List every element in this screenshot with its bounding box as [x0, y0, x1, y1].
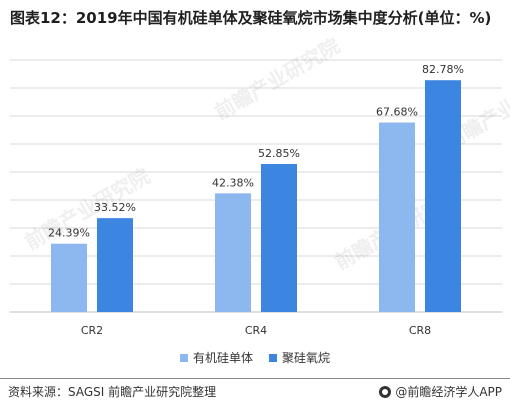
footer-divider — [0, 378, 510, 379]
legend-swatch-series-2 — [269, 353, 277, 362]
chart-title: 图表12：2019年中国有机硅单体及聚硅氧烷市场集中度分析(单位：%) — [10, 9, 492, 27]
bar-cr4-series-2 — [261, 164, 297, 312]
data-label: 24.39% — [48, 227, 90, 240]
data-label: 67.68% — [376, 105, 418, 118]
brand-logo-icon — [379, 385, 392, 398]
gridlines — [10, 59, 502, 313]
legend-swatch-series-1 — [179, 353, 188, 362]
x-tick-label: CR8 — [409, 324, 431, 337]
data-label: 42.38% — [212, 176, 254, 189]
data-label: 82.78% — [422, 63, 464, 76]
bar-cr2-series-2 — [97, 218, 133, 312]
bar-cr2-series-1 — [51, 243, 87, 312]
x-tick-label: CR2 — [81, 324, 103, 337]
brand-credit: @前瞻经济学人APP — [379, 383, 502, 400]
brand-label: @前瞻经济学人APP — [395, 385, 502, 399]
x-tick-label: CR4 — [245, 324, 267, 337]
watermark-text: 前瞻产业研究院 — [211, 34, 344, 125]
legend-item-series-2: 聚硅氧烷 — [269, 349, 330, 366]
data-label: 52.85% — [258, 147, 300, 160]
legend-label-series-1: 有机硅单体 — [192, 351, 253, 365]
bar-labels: 24.39% 33.52% 42.38% 52.85% 67.68% 82.78% — [48, 63, 464, 239]
legend: 有机硅单体 聚硅氧烷 — [0, 349, 510, 366]
bars — [51, 80, 461, 312]
bar-cr8-series-1 — [379, 122, 415, 312]
x-ticks: CR2 CR4 CR8 — [81, 324, 431, 337]
data-label: 33.52% — [94, 201, 136, 214]
bar-cr4-series-1 — [215, 193, 251, 312]
source-note: 资料来源：SAGSI 前瞻产业研究院整理 — [8, 385, 217, 399]
bar-cr8-series-2 — [425, 80, 461, 312]
legend-item-series-1: 有机硅单体 — [179, 349, 253, 366]
legend-label-series-2: 聚硅氧烷 — [282, 351, 331, 365]
